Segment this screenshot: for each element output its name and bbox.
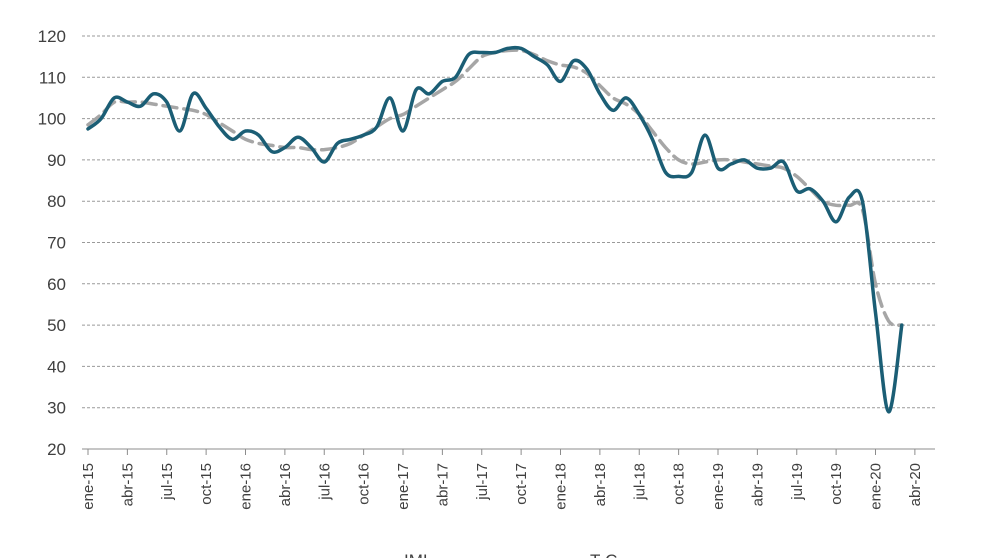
x-tick-label: ene-19 [710, 463, 727, 510]
x-tick-label: jul-16 [316, 463, 333, 501]
series-line-imi [86, 45, 904, 414]
x-tick-label: ene-16 [238, 463, 255, 510]
x-tick-label: abr-20 [907, 463, 924, 506]
series-lines [86, 45, 904, 414]
x-tick-label: jul-19 [789, 463, 806, 501]
x-tick-label: abr-17 [434, 463, 451, 506]
y-tick-label: 80 [47, 192, 66, 211]
x-tick-label: jul-15 [159, 463, 176, 501]
x-tick-label: ene-17 [395, 463, 412, 510]
x-tick-label: abr-19 [749, 463, 766, 506]
x-tick-label: jul-18 [631, 463, 648, 501]
x-tick-label: abr-16 [277, 463, 294, 506]
legend: IMI T-C [404, 551, 617, 558]
y-tick-label: 110 [39, 68, 66, 87]
x-tick-label: ene-20 [868, 463, 885, 510]
y-tick-label: 90 [47, 151, 66, 170]
y-tick-label: 100 [38, 110, 66, 129]
y-axis: 20 30 40 50 60 70 80 90 100 110 120 [38, 27, 66, 459]
x-tick-label: oct-19 [828, 463, 845, 505]
x-tick-label: ene-18 [553, 463, 570, 510]
x-tick-label: oct-18 [671, 463, 688, 505]
y-tick-label: 40 [47, 357, 66, 376]
y-tick-label: 120 [38, 27, 66, 46]
y-tick-label: 50 [47, 316, 66, 335]
gridlines [82, 35, 935, 450]
legend-label-t-c: T-C [590, 551, 617, 558]
y-tick-label: 30 [47, 399, 66, 418]
y-tick-label: 70 [47, 234, 66, 253]
x-tick-label: abr-18 [592, 463, 609, 506]
x-tick-label: abr-15 [119, 463, 136, 506]
x-tick-label: jul-17 [474, 463, 491, 501]
x-tick-label: ene-15 [80, 463, 97, 510]
y-tick-label: 60 [47, 275, 66, 294]
y-tick-label: 20 [47, 440, 66, 459]
x-axis: ene-15 abr-15 jul-15 oct-15 ene-16 abr-16 jul-… [80, 449, 924, 510]
x-tick-label: oct-15 [198, 463, 215, 505]
legend-label-imi: IMI [404, 551, 428, 558]
x-tick-label: oct-16 [356, 463, 373, 505]
x-tick-label: oct-17 [513, 463, 530, 505]
